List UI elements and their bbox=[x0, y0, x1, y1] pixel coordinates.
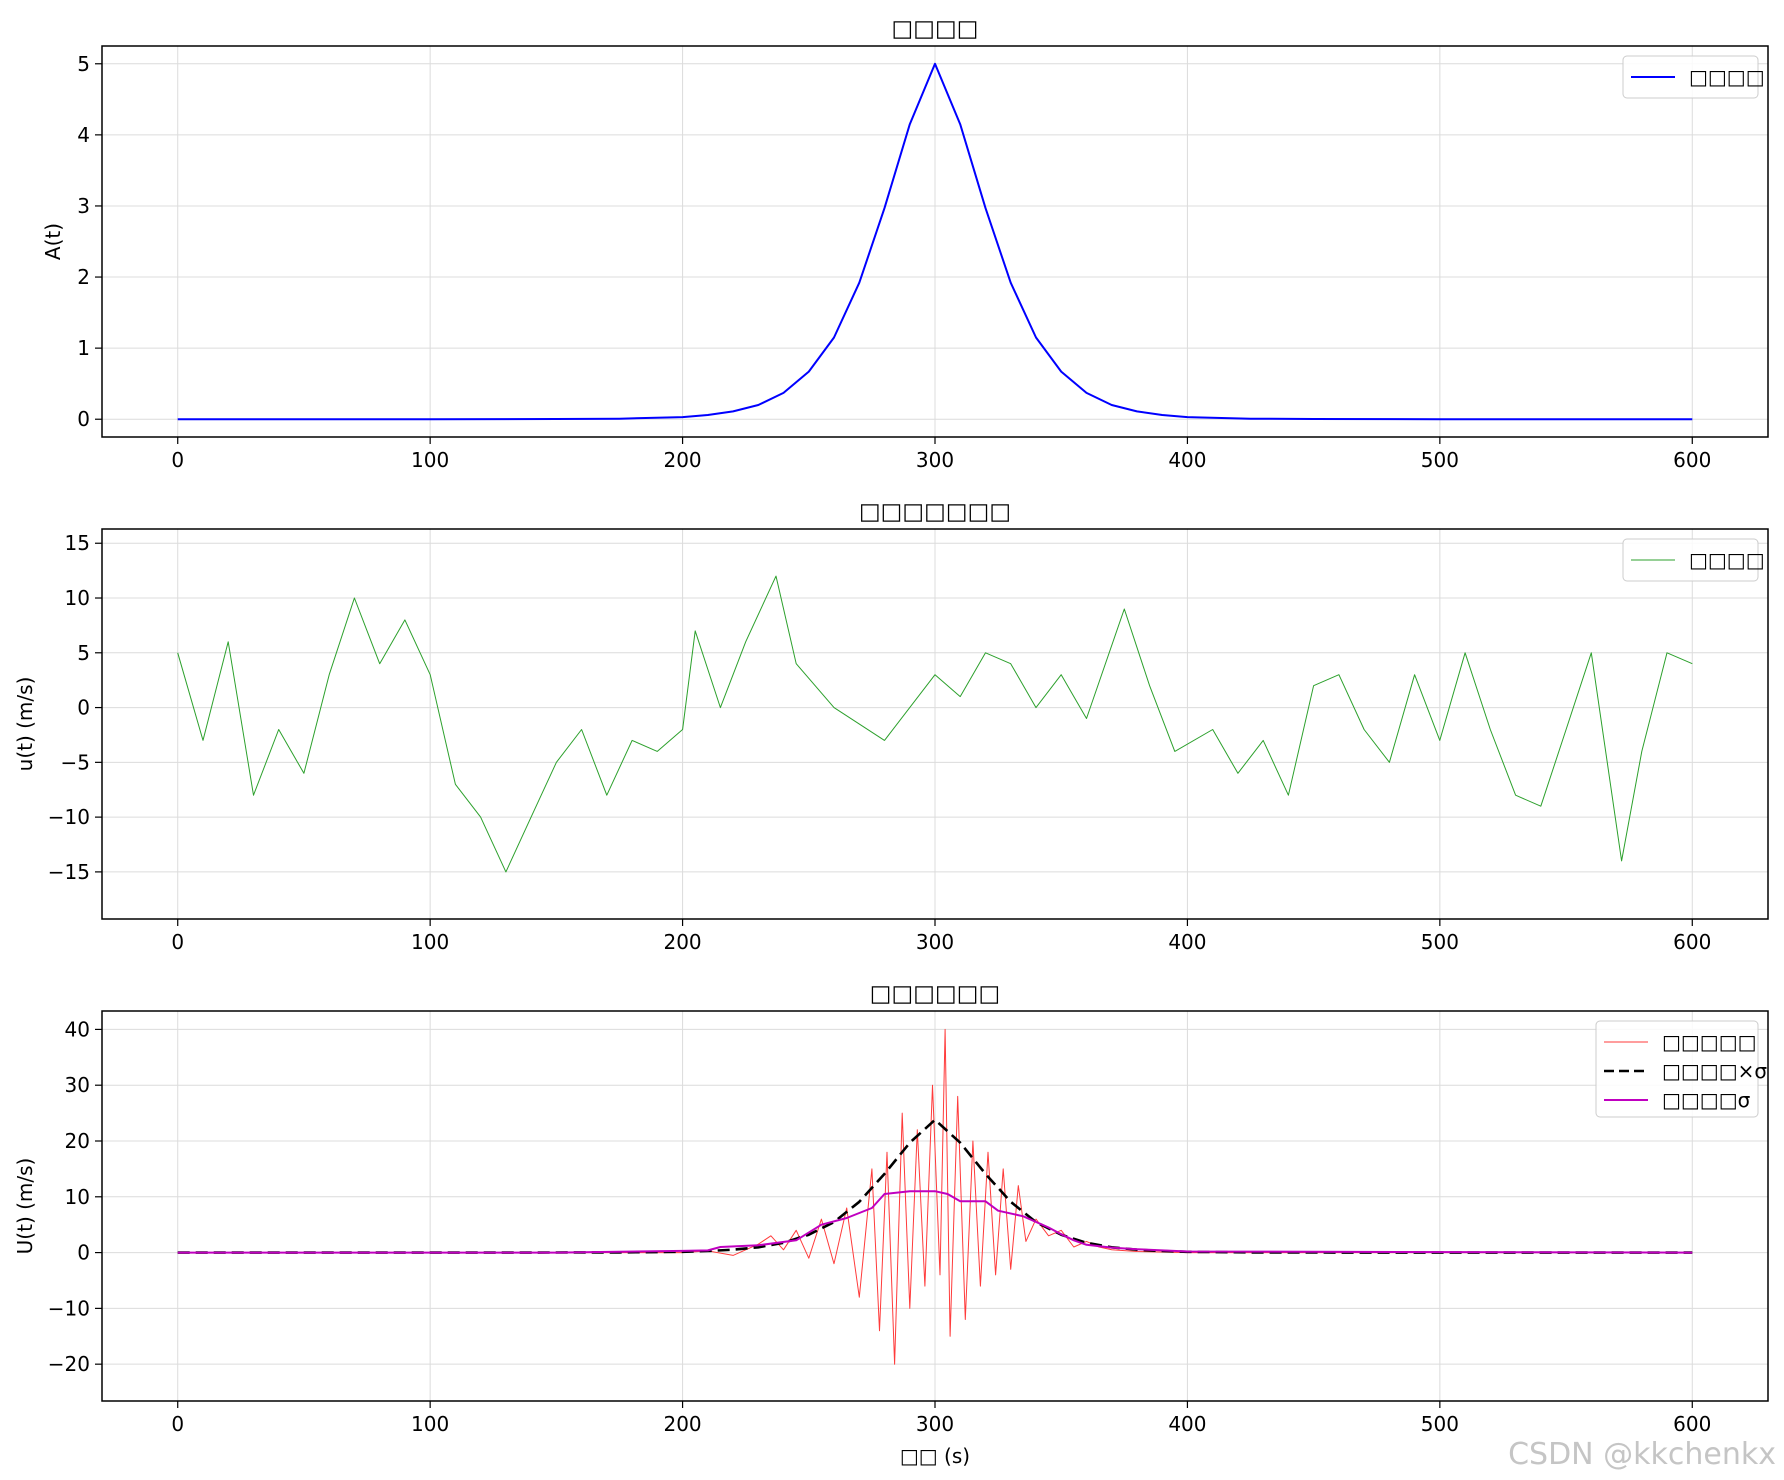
x-tick-label: 200 bbox=[663, 1412, 701, 1436]
y-tick-label: 20 bbox=[65, 1129, 90, 1153]
chart-title: □□□□ bbox=[892, 16, 979, 42]
x-tick-label: 500 bbox=[1421, 1412, 1459, 1436]
y-tick-label: 1 bbox=[77, 336, 90, 360]
x-axis-label: □□ (s) bbox=[900, 1444, 970, 1468]
y-tick-label: 5 bbox=[77, 52, 90, 76]
y-tick-label: 10 bbox=[65, 1185, 90, 1209]
legend: □□□□□ □□□□×σ □□□□σ bbox=[1595, 1020, 1767, 1118]
x-tick-label: 400 bbox=[1168, 1412, 1206, 1436]
legend: □□□□ bbox=[1622, 538, 1765, 582]
x-tick-label: 500 bbox=[1421, 448, 1459, 472]
chart-panel-2: 0 100 200 300 400 500 600−15−10−5051015□□□□□□□… bbox=[13, 499, 1769, 954]
x-tick-label: 500 bbox=[1421, 930, 1459, 954]
y-tick-label: 10 bbox=[65, 586, 90, 610]
series-line-3 bbox=[177, 1190, 1693, 1254]
x-tick-label: 300 bbox=[916, 1412, 954, 1436]
x-tick-label: 300 bbox=[916, 448, 954, 472]
legend: □□□□ bbox=[1622, 55, 1765, 99]
legend-box bbox=[1622, 55, 1759, 99]
legend-box bbox=[1595, 1020, 1759, 1118]
x-tick-label: 400 bbox=[1168, 448, 1206, 472]
x-tick-label: 400 bbox=[1168, 930, 1206, 954]
y-tick-label: −20 bbox=[48, 1352, 90, 1376]
series-line-1 bbox=[177, 62, 1693, 421]
x-tick-label: 100 bbox=[411, 1412, 449, 1436]
legend-label: □□□□ bbox=[1689, 65, 1765, 89]
chart-panel-3: 0 100 200 300 400 500 600−20−10010203040□□□□□□… bbox=[13, 981, 1769, 1468]
chart-title: □□□□□□□ bbox=[859, 499, 1011, 525]
x-tick-label: 200 bbox=[663, 448, 701, 472]
legend-box bbox=[1622, 538, 1759, 582]
y-tick-label: 4 bbox=[77, 123, 90, 147]
x-tick-label: 200 bbox=[663, 930, 701, 954]
y-axis-label: U(t) (m/s) bbox=[13, 1158, 37, 1255]
y-axis-label: u(t) (m/s) bbox=[13, 677, 37, 772]
x-tick-label: 0 bbox=[171, 1412, 184, 1436]
chart-title: □□□□□□ bbox=[870, 981, 1000, 1007]
y-tick-label: 15 bbox=[65, 531, 90, 555]
y-tick-label: −5 bbox=[61, 750, 90, 774]
x-tick-label: 600 bbox=[1673, 930, 1711, 954]
y-tick-label: −15 bbox=[48, 860, 90, 884]
y-tick-label: 5 bbox=[77, 641, 90, 665]
y-tick-label: 2 bbox=[77, 265, 90, 289]
watermark: CSDN @kkchenkx bbox=[1508, 1437, 1776, 1472]
y-tick-label: 0 bbox=[77, 696, 90, 720]
x-tick-label: 600 bbox=[1673, 448, 1711, 472]
x-tick-label: 0 bbox=[171, 448, 184, 472]
y-tick-label: 3 bbox=[77, 194, 90, 218]
y-tick-label: 40 bbox=[65, 1017, 90, 1041]
legend-label: □□□□ bbox=[1689, 548, 1765, 572]
y-axis-label: A(t) bbox=[41, 223, 65, 260]
x-tick-label: 600 bbox=[1673, 1412, 1711, 1436]
legend-label: □□□□×σ bbox=[1662, 1059, 1767, 1083]
y-tick-label: −10 bbox=[48, 1296, 90, 1320]
y-tick-label: 0 bbox=[77, 1241, 90, 1265]
legend-label: □□□□□ bbox=[1662, 1030, 1756, 1054]
x-tick-label: 300 bbox=[916, 930, 954, 954]
y-tick-label: −10 bbox=[48, 805, 90, 829]
chart-panel-1: 0 100 200 300 400 500 600 0 1 2 3 4 5 □□□□ A(t) □□□□ bbox=[41, 16, 1769, 472]
y-tick-label: 30 bbox=[65, 1073, 90, 1097]
x-tick-label: 0 bbox=[171, 930, 184, 954]
series-line-1 bbox=[177, 575, 1693, 873]
x-tick-label: 100 bbox=[411, 448, 449, 472]
y-tick-label: 0 bbox=[77, 407, 90, 431]
x-tick-label: 100 bbox=[411, 930, 449, 954]
legend-label: □□□□σ bbox=[1662, 1088, 1751, 1112]
